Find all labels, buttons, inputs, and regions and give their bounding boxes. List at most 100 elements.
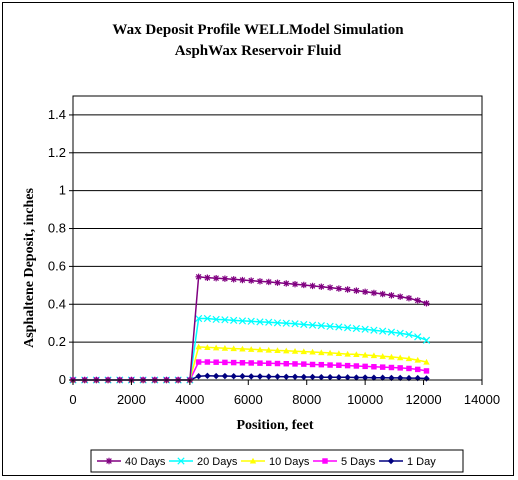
legend-label: 10 Days <box>269 456 310 468</box>
data-point-square <box>397 365 403 371</box>
data-point-diamond <box>212 372 220 380</box>
y-tick-label: 0 <box>59 372 66 387</box>
data-point-square <box>406 365 412 372</box>
data-point-triangle <box>283 347 290 354</box>
data-point-triangle <box>318 349 325 356</box>
data-point-triangle <box>195 343 202 350</box>
x-axis: 0 2000 4000 6000 8000 10000 12000 14000 <box>69 379 500 407</box>
data-point-square <box>423 368 430 374</box>
x-tick-label: 14000 <box>464 392 500 407</box>
y-tick-label: 1.4 <box>48 107 66 122</box>
data-point-x <box>405 330 413 339</box>
x-tick-label: 6000 <box>234 392 263 407</box>
y-tick-label: 1.2 <box>48 145 66 160</box>
data-point-square <box>230 359 237 366</box>
data-point-triangle <box>239 345 246 352</box>
y-tick-label: 0.6 <box>48 258 66 273</box>
data-point-square <box>239 360 246 366</box>
data-point-x <box>317 322 325 330</box>
data-point-square <box>248 360 254 366</box>
data-point-square <box>415 366 421 373</box>
data-point-square <box>344 362 351 369</box>
data-point-triangle <box>423 358 430 365</box>
data-point-square <box>204 359 211 365</box>
data-point-triangle <box>230 345 237 352</box>
data-point-star <box>397 293 404 300</box>
data-point-x <box>326 322 334 331</box>
data-point-star <box>274 279 281 286</box>
legend-item: 10 Days <box>241 456 310 468</box>
chart-title: Wax Deposit Profile WELLModel Simulation <box>112 22 404 38</box>
data-point-triangle <box>370 352 378 359</box>
data-point-x <box>238 317 247 325</box>
data-point-triangle <box>265 346 272 353</box>
data-point-diamond <box>335 374 343 381</box>
data-point-x <box>379 327 387 335</box>
data-point-star <box>353 287 360 294</box>
data-point-star <box>361 288 369 295</box>
data-point-diamond <box>318 373 325 381</box>
data-point-star <box>405 295 413 302</box>
data-point-triangle <box>249 457 257 464</box>
data-point-square <box>318 361 325 368</box>
data-point-triangle <box>221 344 229 351</box>
x-tick-label: 12000 <box>405 392 441 407</box>
data-point-star <box>326 284 334 291</box>
data-point-star <box>256 278 264 285</box>
data-point-triangle <box>274 347 281 354</box>
data-point-square <box>274 360 281 367</box>
data-point-square <box>336 362 342 368</box>
data-point-triangle <box>344 350 351 357</box>
x-tick-label: 10000 <box>347 392 383 407</box>
data-point-triangle <box>405 355 413 362</box>
plot-area: 0 2000 4000 6000 8000 10000 12000 14000 0 0.2 0.4… <box>48 95 500 407</box>
data-point-square <box>327 362 333 368</box>
data-point-triangle <box>361 351 369 358</box>
data-point-square <box>195 359 202 365</box>
data-point-triangle <box>379 353 386 359</box>
data-point-star <box>291 280 299 288</box>
data-point-star <box>388 292 395 299</box>
x-axis-title: Position, feet <box>237 418 314 433</box>
data-point-triangle <box>309 348 316 355</box>
data-point-diamond <box>353 374 360 381</box>
data-point-diamond <box>361 374 369 381</box>
data-point-star <box>335 285 343 292</box>
data-point-x <box>203 314 212 323</box>
data-point-x <box>335 323 343 331</box>
data-point-square <box>222 359 228 366</box>
data-point-diamond <box>221 372 229 380</box>
data-point-x <box>361 325 369 333</box>
data-point-star <box>204 274 211 281</box>
data-point-triangle <box>397 354 404 361</box>
data-point-x <box>194 314 203 323</box>
data-point-star <box>239 276 246 284</box>
data-point-diamond <box>300 373 307 381</box>
data-point-diamond <box>195 373 202 380</box>
legend-label: 5 Days <box>341 456 376 468</box>
data-point-triangle <box>326 349 334 356</box>
data-point-square <box>353 363 360 369</box>
data-point-star <box>309 282 316 290</box>
legend-label: 1 Day <box>407 456 436 468</box>
data-point-star <box>318 283 325 290</box>
data-point-triangle <box>256 346 264 353</box>
data-point-x <box>212 315 220 324</box>
data-point-triangle <box>353 351 360 357</box>
chart-subtitle: AsphWax Reservoir Fluid <box>175 43 342 59</box>
data-point-star <box>344 286 351 293</box>
data-point-star <box>105 457 113 465</box>
data-point-triangle <box>388 353 395 360</box>
data-point-star <box>265 278 272 286</box>
y-tick-label: 0.8 <box>48 221 66 236</box>
data-point-square <box>362 363 368 370</box>
data-point-triangle <box>414 356 421 363</box>
data-point-diamond <box>274 373 281 380</box>
data-point-triangle <box>291 348 299 354</box>
data-point-diamond <box>283 373 290 380</box>
legend-box <box>90 449 464 473</box>
data-point-diamond <box>291 373 299 380</box>
data-point-x <box>221 316 229 324</box>
data-point-x <box>256 318 264 326</box>
x-tick-label: 8000 <box>292 392 321 407</box>
